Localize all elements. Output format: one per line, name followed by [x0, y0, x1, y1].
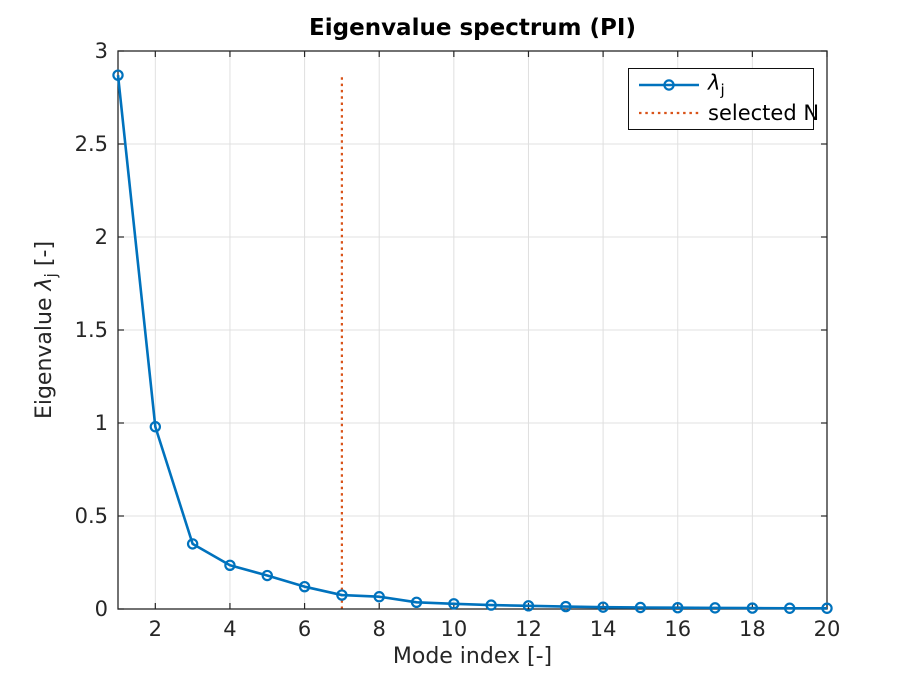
data-point-marker	[261, 569, 273, 582]
data-point-marker	[821, 602, 833, 614]
legend-lambda-symbol: λ	[708, 70, 721, 95]
data-point-marker	[783, 602, 796, 614]
y-axis-label-suffix: [-]	[31, 240, 57, 274]
x-tick-label: 12	[515, 617, 542, 641]
y-tick-label: 1.5	[75, 318, 108, 342]
legend-item-lambda: λj	[629, 71, 813, 99]
chart-title: Eigenvalue spectrum (PI)	[309, 15, 636, 41]
y-tick-label: 3	[95, 39, 108, 63]
x-axis-label: Mode index [-]	[392, 644, 553, 669]
x-tick-label: 14	[590, 617, 617, 641]
eigenvalue-line	[116, 75, 827, 610]
y-tick-label: 0.5	[75, 504, 108, 528]
x-tick-label: 6	[298, 617, 311, 641]
data-point-marker	[448, 598, 460, 610]
lambda-symbol: λ	[31, 277, 57, 291]
data-point-marker	[597, 601, 609, 613]
data-point-marker	[336, 589, 348, 601]
x-tick-label: 10	[440, 617, 467, 641]
legend: λj selected N	[628, 68, 819, 130]
data-point-marker	[149, 421, 162, 433]
data-point-marker	[224, 559, 236, 571]
y-axis-label: Eigenvalue λj [-]	[32, 241, 60, 419]
x-tick-label: 16	[664, 617, 691, 641]
lambda-subscript: j	[41, 273, 61, 278]
data-point-marker	[410, 596, 423, 609]
legend-lambda-subscript: j	[720, 80, 725, 99]
data-point-marker	[672, 601, 684, 614]
legend-item-selected-n: selected N	[629, 100, 819, 126]
y-tick-label: 1	[95, 411, 108, 435]
legend-dotted-line-sample	[639, 112, 699, 115]
x-tick-label: 20	[814, 617, 841, 641]
legend-lambda-label: λj	[708, 71, 725, 99]
x-tick-label: 8	[373, 617, 386, 641]
y-axis-label-prefix: Eigenvalue	[31, 290, 57, 420]
data-point-marker	[298, 580, 311, 593]
data-point-marker	[560, 600, 572, 613]
x-tick-label: 4	[223, 617, 236, 641]
data-point-marker	[709, 602, 721, 614]
y-tick-label: 2.5	[75, 132, 108, 156]
x-tick-label: 18	[739, 617, 766, 641]
y-tick-label: 2	[95, 225, 108, 249]
data-point-marker	[746, 602, 759, 614]
y-tick-label: 0	[95, 597, 108, 621]
data-point-marker	[112, 69, 124, 81]
legend-selected-n-label: selected N	[708, 101, 820, 126]
data-point-marker	[634, 601, 647, 614]
data-point-marker	[485, 599, 497, 611]
data-point-marker	[373, 591, 385, 603]
data-point-marker	[186, 538, 199, 550]
legend-lambda-line-sample	[639, 78, 699, 91]
x-tick-label: 2	[149, 617, 162, 641]
data-point-marker	[522, 600, 535, 612]
